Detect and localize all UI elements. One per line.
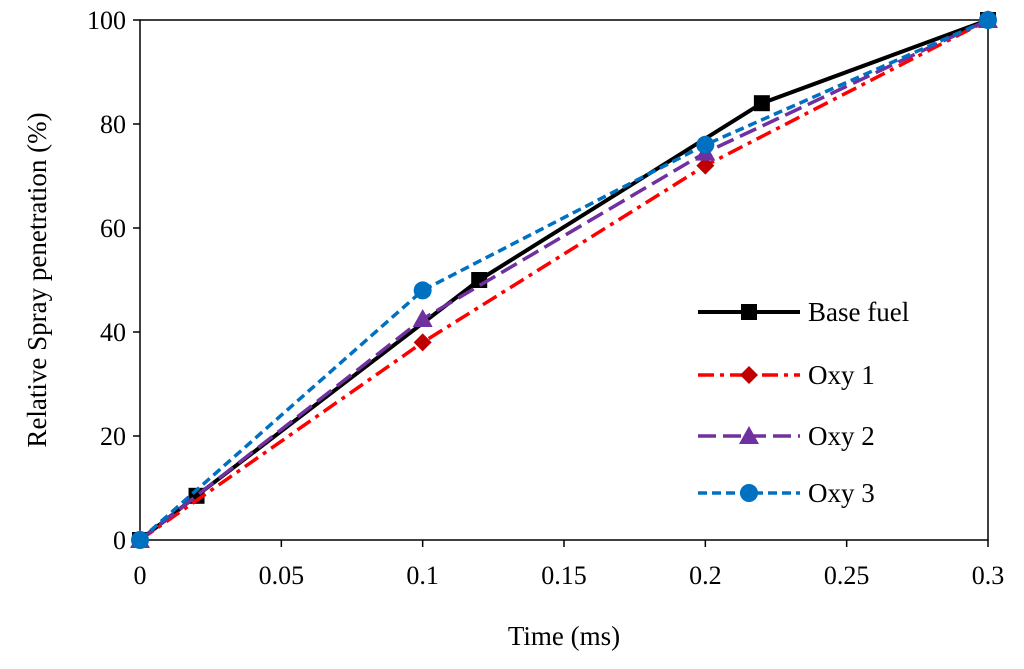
- x-axis-title: Time (ms): [508, 621, 620, 651]
- marker-diamond: [696, 156, 715, 175]
- y-tick-label: 40: [100, 318, 126, 347]
- marker-triangle: [739, 426, 759, 444]
- y-tick-label: 80: [100, 110, 126, 139]
- legend-item: Base fuel: [698, 297, 909, 327]
- legend-item: Oxy 3: [698, 478, 875, 508]
- x-tick-label: 0.15: [541, 561, 587, 590]
- legend-label: Oxy 1: [808, 360, 875, 390]
- marker-square: [471, 272, 488, 288]
- marker-diamond: [413, 333, 432, 352]
- x-tick-label: 0: [134, 561, 147, 590]
- marker-circle: [413, 281, 432, 300]
- legend-label: Base fuel: [808, 297, 909, 327]
- legend-item: Oxy 2: [698, 421, 875, 451]
- x-axis: 0 0.05 0.1 0.15 0.2 0.25 0.3: [134, 540, 1005, 590]
- legend-item: Oxy 1: [698, 360, 875, 390]
- series-line: [138, 18, 989, 542]
- series-line: [138, 18, 989, 542]
- marker-diamond: [740, 366, 758, 384]
- x-tick-label: 0.3: [972, 561, 1005, 590]
- marker-triangle: [412, 309, 433, 327]
- y-tick-label: 20: [100, 422, 126, 451]
- series-line: [138, 18, 989, 542]
- x-tick-label: 0.05: [259, 561, 305, 590]
- marker-circle: [979, 11, 997, 29]
- y-axis-title: Relative Spray penetration (%): [22, 112, 52, 447]
- marker-square: [753, 95, 770, 112]
- marker-square: [741, 304, 757, 320]
- x-tick-label: 0.1: [406, 561, 439, 590]
- marker-circle: [740, 484, 758, 502]
- legend-label: Oxy 2: [808, 421, 875, 451]
- plot-area: [139, 19, 989, 541]
- series-layer: [130, 10, 998, 549]
- x-tick-label: 0.2: [689, 561, 722, 590]
- y-tick-label: 60: [100, 214, 126, 243]
- marker-circle: [696, 135, 715, 154]
- series-oxy-3: [131, 11, 997, 549]
- x-tick-label: 0.25: [824, 561, 870, 590]
- legend: Base fuel Oxy 1 Oxy 2 Oxy 3: [698, 297, 909, 508]
- marker-circle: [131, 531, 149, 549]
- plot-border: [139, 19, 989, 541]
- legend-label: Oxy 3: [808, 478, 875, 508]
- y-axis: 0 20 40 60 80 100: [87, 6, 140, 555]
- y-tick-label: 0: [113, 526, 126, 555]
- y-tick-label: 100: [87, 6, 126, 35]
